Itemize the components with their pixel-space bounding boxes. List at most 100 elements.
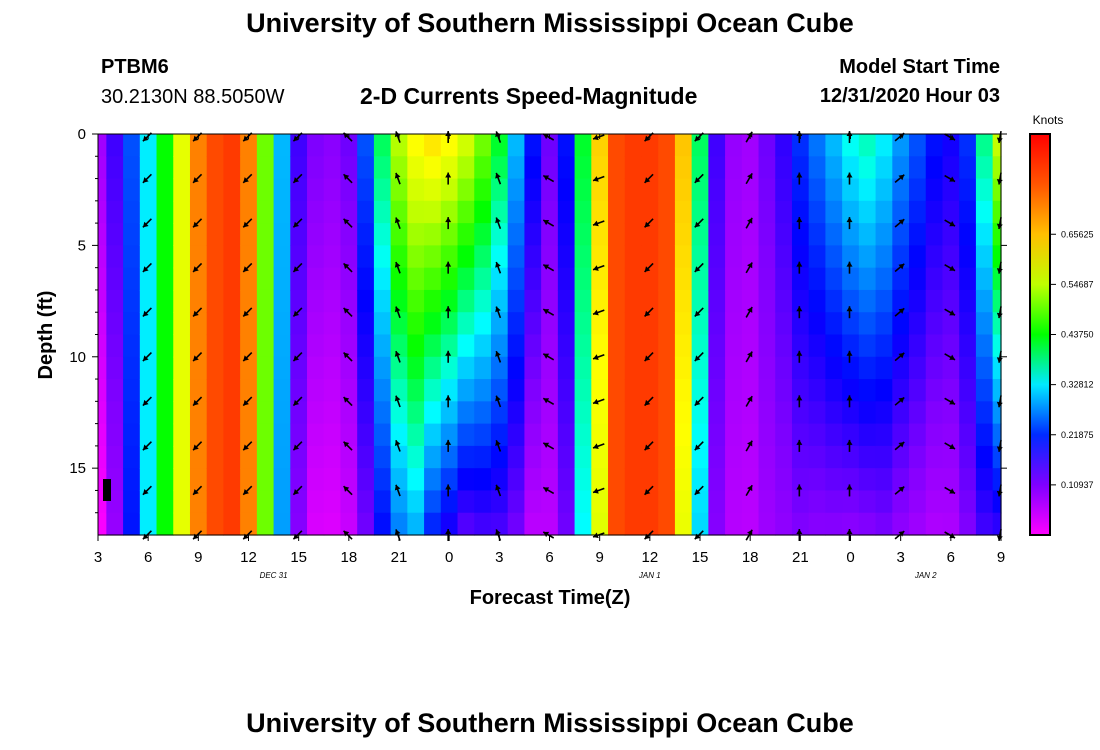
heatmap-cell bbox=[256, 423, 275, 447]
heatmap-cell bbox=[624, 134, 643, 157]
current-arrow bbox=[694, 485, 704, 496]
heatmap-cell bbox=[725, 312, 743, 336]
heatmap-cell bbox=[474, 468, 492, 492]
heatmap-cell bbox=[641, 334, 659, 358]
heatmap-cell bbox=[858, 334, 877, 358]
heatmap-cell bbox=[775, 267, 793, 291]
heatmap-cell bbox=[139, 200, 158, 224]
x-date-label: JAN 2 bbox=[914, 571, 937, 580]
heatmap-cell bbox=[725, 356, 743, 380]
heatmap-cell bbox=[323, 267, 342, 291]
heatmap-cell bbox=[139, 490, 158, 514]
heatmap-cell bbox=[323, 134, 342, 157]
heatmap-cell bbox=[123, 289, 141, 313]
current-arrow bbox=[445, 350, 452, 363]
model-start-value: 12/31/2020 Hour 03 bbox=[819, 85, 1000, 107]
current-arrow bbox=[846, 217, 853, 230]
heatmap-cell bbox=[959, 423, 977, 447]
current-arrow bbox=[644, 485, 654, 496]
heatmap-cell bbox=[992, 289, 1002, 313]
heatmap-cell bbox=[942, 445, 960, 469]
heatmap-cell bbox=[825, 445, 843, 469]
heatmap-cell bbox=[658, 223, 676, 246]
current-arrow bbox=[192, 351, 203, 362]
heatmap-cell bbox=[557, 289, 576, 313]
heatmap-cell bbox=[574, 134, 592, 157]
heatmap-cell bbox=[808, 401, 827, 425]
heatmap-cell bbox=[273, 312, 291, 336]
heatmap-cell bbox=[975, 468, 994, 492]
y-axis-label: Depth (ft) bbox=[35, 291, 57, 380]
heatmap-cell bbox=[608, 401, 626, 425]
heatmap-cell bbox=[156, 334, 174, 358]
heatmap-cell bbox=[139, 289, 158, 313]
heatmap-cell bbox=[507, 490, 526, 514]
current-arrow bbox=[894, 263, 905, 273]
y-tick-label: 0 bbox=[78, 126, 86, 143]
heatmap-cell bbox=[206, 200, 225, 224]
current-arrow bbox=[944, 263, 956, 272]
heatmap-cell bbox=[173, 178, 191, 202]
heatmap-cell bbox=[658, 401, 676, 425]
heatmap-cell bbox=[591, 356, 609, 380]
heatmap-cell bbox=[490, 334, 509, 358]
heatmap-cell bbox=[658, 200, 676, 224]
heatmap-cell bbox=[507, 356, 526, 380]
current-arrow bbox=[796, 306, 803, 319]
heatmap-cell bbox=[373, 445, 392, 469]
heatmap-cell bbox=[407, 401, 425, 425]
heatmap-cell bbox=[674, 401, 693, 425]
current-arrow bbox=[592, 487, 605, 494]
heatmap-cell bbox=[290, 200, 308, 224]
heatmap-cell bbox=[909, 356, 927, 380]
heatmap-cell bbox=[206, 134, 225, 157]
heatmap-cell bbox=[290, 156, 308, 180]
heatmap-cell bbox=[340, 312, 358, 336]
heatmap-cell bbox=[206, 334, 225, 358]
heatmap-cell bbox=[98, 379, 107, 402]
heatmap-cell bbox=[106, 401, 124, 425]
heatmap-cell bbox=[775, 200, 793, 224]
heatmap-cell bbox=[909, 445, 927, 469]
heatmap-cell bbox=[808, 134, 827, 157]
heatmap-cell bbox=[892, 289, 910, 313]
heatmap-cell bbox=[424, 134, 442, 157]
heatmap-cell bbox=[373, 156, 392, 180]
heatmap-cell bbox=[892, 178, 910, 202]
heatmap-cell bbox=[741, 289, 760, 313]
heatmap-cell bbox=[424, 267, 442, 291]
current-arrow bbox=[292, 441, 303, 451]
heatmap-cell bbox=[173, 334, 191, 358]
heatmap-cell bbox=[273, 267, 291, 291]
heatmap-cell bbox=[658, 312, 676, 336]
current-arrow bbox=[142, 485, 152, 496]
heatmap-cell bbox=[139, 156, 158, 180]
current-arrow bbox=[894, 174, 905, 184]
heatmap-cell bbox=[992, 490, 1002, 514]
current-arrow bbox=[445, 439, 452, 452]
heatmap-cell bbox=[173, 423, 191, 447]
heatmap-cell bbox=[123, 490, 141, 514]
heatmap-cell bbox=[959, 134, 977, 157]
heatmap-cell bbox=[206, 289, 225, 313]
heatmap-cell bbox=[574, 289, 592, 313]
heatmap-cell bbox=[925, 490, 944, 514]
heatmap-cell bbox=[808, 468, 827, 492]
heatmap-cell bbox=[139, 223, 158, 246]
heatmap-cell bbox=[909, 134, 927, 157]
heatmap-cell bbox=[173, 289, 191, 313]
heatmap-cell bbox=[574, 200, 592, 224]
heatmap-cell bbox=[390, 379, 408, 402]
heatmap-cell bbox=[674, 423, 693, 447]
heatmap-cell bbox=[507, 334, 526, 358]
heatmap-cell bbox=[708, 356, 726, 380]
heatmap-cell bbox=[892, 334, 910, 358]
heatmap-cell bbox=[992, 445, 1002, 469]
current-arrow bbox=[694, 351, 704, 362]
heatmap-cell bbox=[892, 468, 910, 492]
heatmap-cell bbox=[741, 490, 760, 514]
heatmap-cell bbox=[440, 334, 459, 358]
heatmap-cell bbox=[775, 312, 793, 336]
heatmap-cell bbox=[942, 468, 960, 492]
heatmap-cell bbox=[524, 445, 542, 469]
